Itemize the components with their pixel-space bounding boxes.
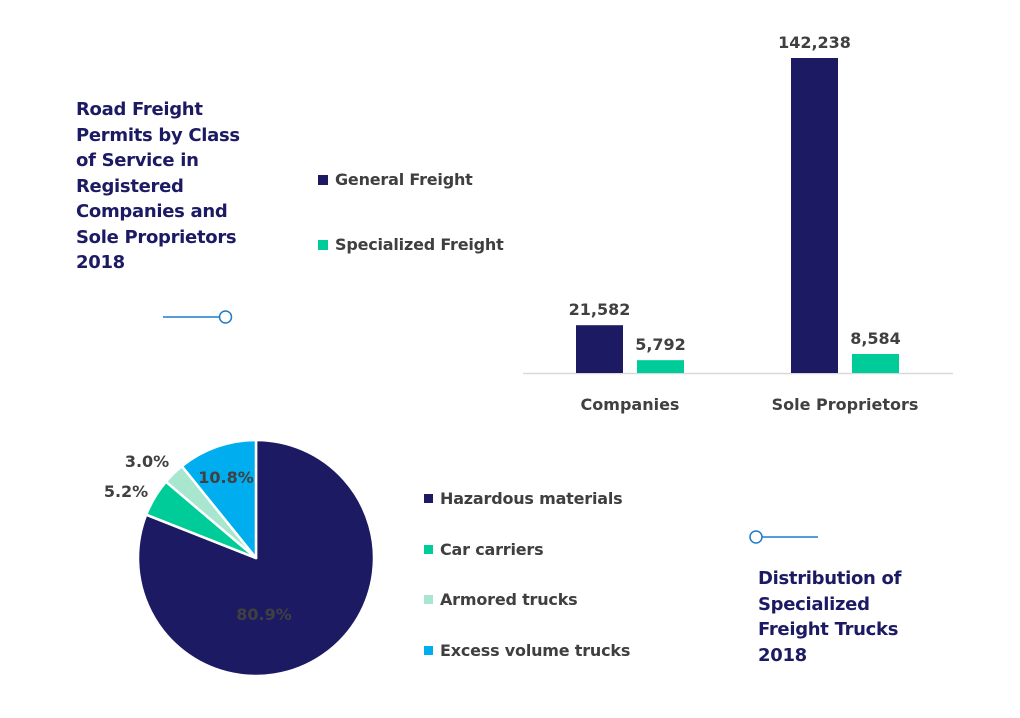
legend-label: Car carriers [440,540,544,559]
legend-label: Hazardous materials [440,489,623,508]
pie-label-armored: 3.0% [125,452,169,471]
connector-circle [218,310,233,324]
legend-label: Specialized Freight [335,235,504,254]
legend-excess: Excess volume trucks [424,641,630,660]
pie-label-hazardous: 80.9% [236,605,292,624]
pie-chart-title: Distribution of Specialized Freight Truc… [758,568,902,666]
legend-label: Excess volume trucks [440,641,631,660]
legend-swatch-hazardous [424,494,433,503]
pie-slice-excess-volume-trucks [180,438,258,560]
legend-car-carriers: Car carriers [424,540,544,559]
legend-armored: Armored trucks [424,590,578,609]
legend-hazardous: Hazardous materials [424,489,623,508]
bar-general [791,58,838,373]
bar-value-label: 5,792 [635,335,686,354]
bar-chart-title: Road Freight Permits by Class of Service… [76,99,240,273]
legend-general-freight: General Freight [318,170,473,189]
legend-specialized-freight: Specialized Freight [318,235,504,254]
legend-swatch-car [424,545,433,554]
bar-value-label: 8,584 [850,329,901,348]
x-tick-label: Companies [581,395,680,414]
pie-label-car-carriers: 5.2% [104,482,148,501]
bar-specialized [852,353,899,373]
bar-specialized [637,360,684,373]
connector-circle [749,530,763,544]
legend-label: Armored trucks [440,590,578,609]
legend-swatch-excess [424,646,433,655]
bar-general [576,325,623,373]
legend-swatch-armored [424,595,433,604]
pie-label-excess: 10.8% [198,468,254,487]
legend-swatch-specialized [318,239,328,250]
x-tick-label: Sole Proprietors [772,395,919,414]
legend-swatch-general [318,174,328,185]
legend-label: General Freight [335,170,473,189]
bar-value-label: 21,582 [569,300,631,319]
pie-slice-hazardous-materials [136,438,376,678]
bar-value-label: 142,238 [778,33,851,52]
